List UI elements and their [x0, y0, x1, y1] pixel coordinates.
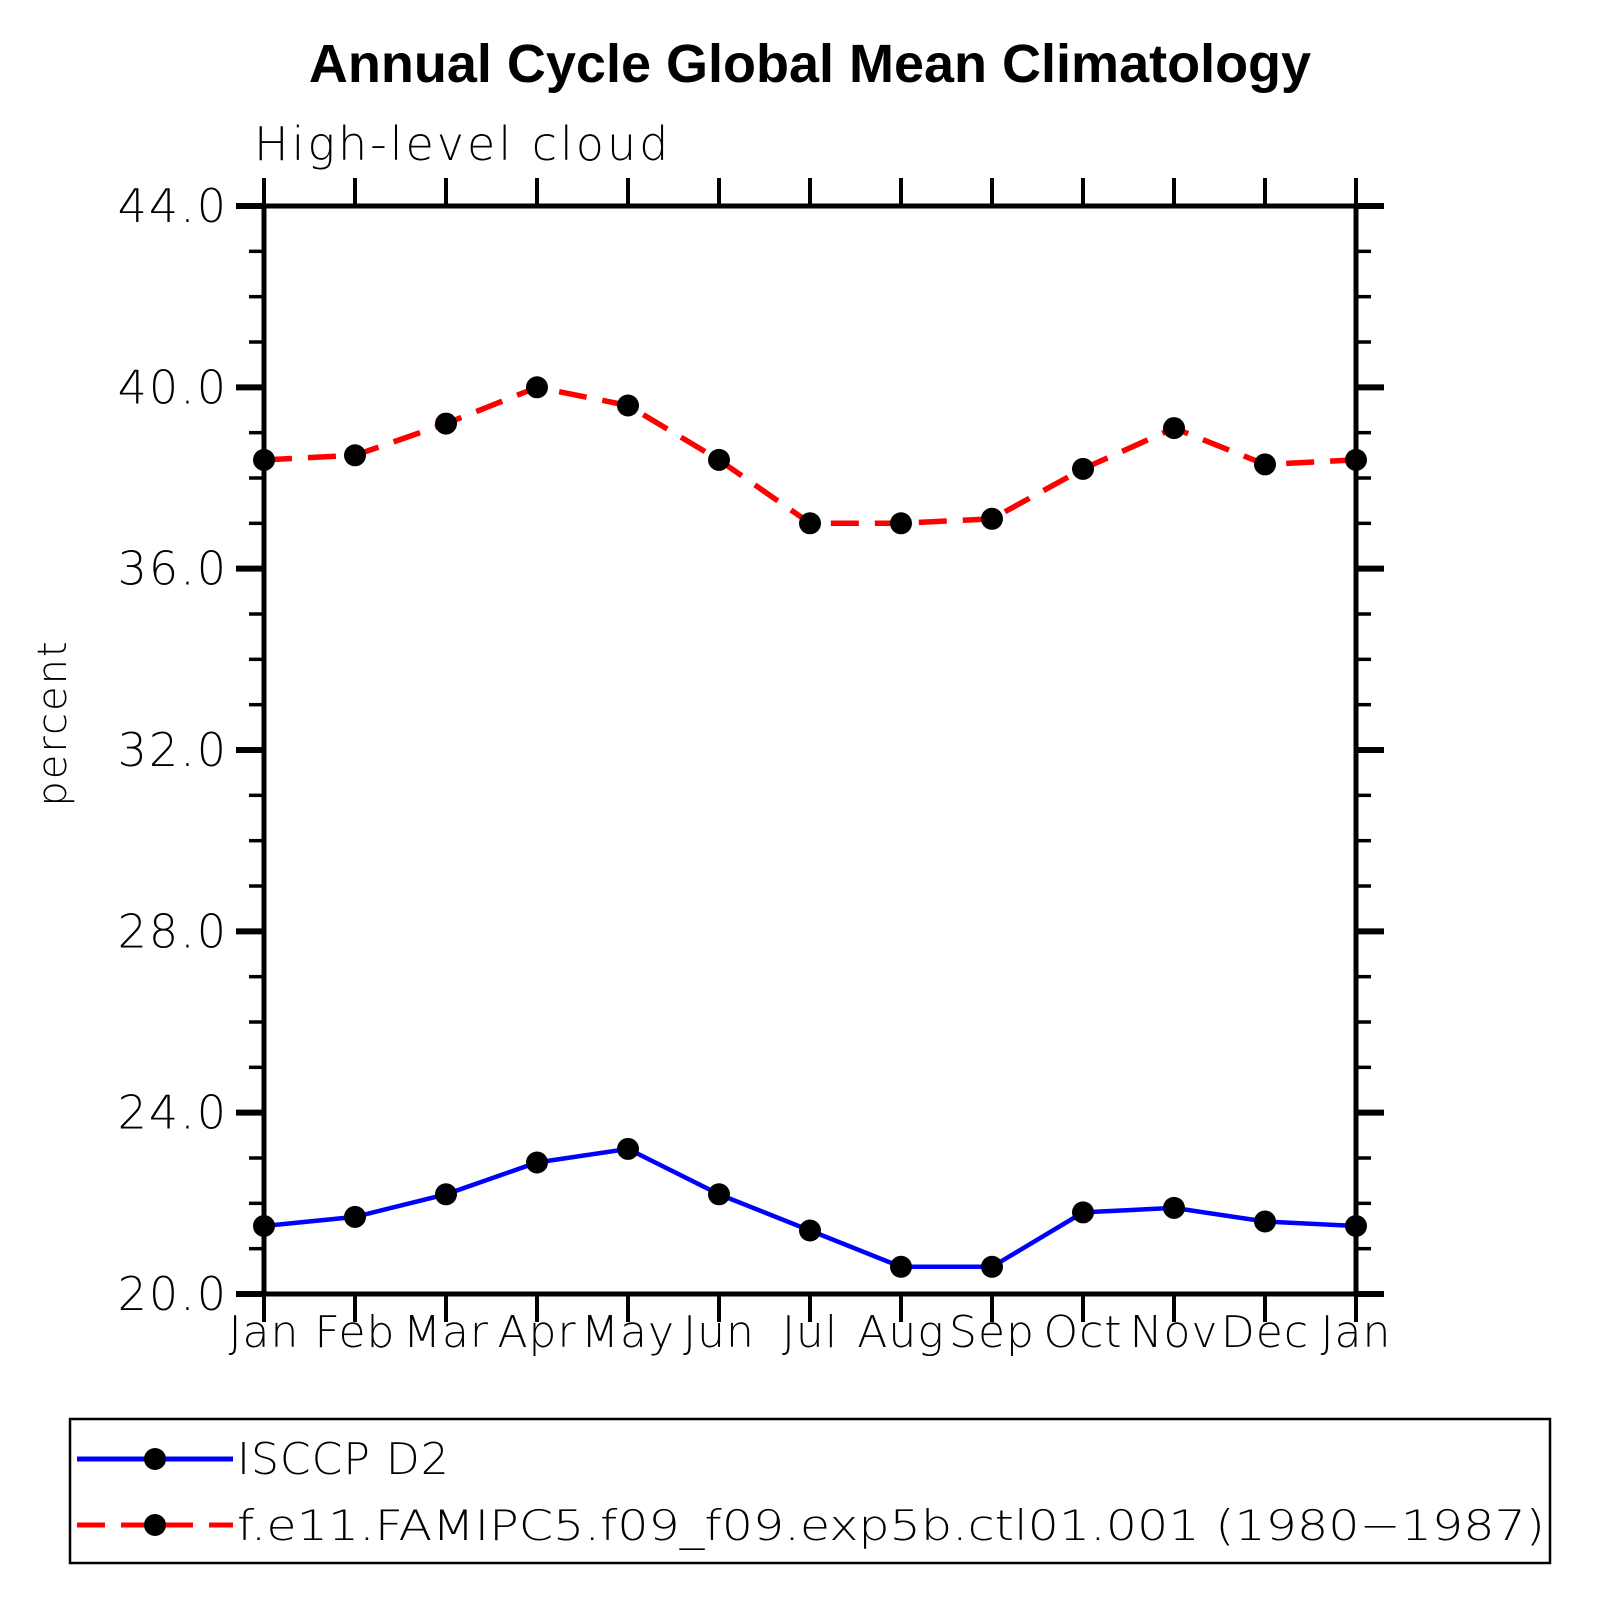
x-tick-label: Oct — [1043, 1307, 1122, 1358]
x-tick-label: Jul — [782, 1307, 838, 1358]
data-point-marker — [344, 1205, 366, 1228]
y-tick-label: 36.0 — [118, 542, 228, 596]
y-tick-label: 40.0 — [118, 360, 228, 414]
x-tick-label: Mar — [403, 1307, 489, 1358]
data-point-marker — [1163, 417, 1185, 440]
legend-marker — [144, 1448, 166, 1470]
series-layer — [253, 376, 1367, 1278]
x-tick-label: Nov — [1130, 1307, 1219, 1358]
y-tick-label: 28.0 — [118, 904, 228, 958]
data-point-marker — [617, 1137, 639, 1160]
series-line-0 — [263, 1146, 1357, 1270]
legend: ISCCP D2 f.e11.FAMIPC5.f09_f09.exp5b.ctl0… — [68, 1417, 1552, 1565]
data-point-marker — [1072, 1201, 1094, 1224]
data-point-marker — [890, 1255, 912, 1278]
series-line-1 — [263, 384, 1357, 527]
legend-label: f.e11.FAMIPC5.f09_f09.exp5b.ctl01.001 (1… — [237, 1501, 1545, 1550]
x-tick-label: Dec — [1221, 1307, 1309, 1358]
x-tick-label: Aug — [857, 1307, 944, 1358]
plot-frame — [261, 203, 1359, 1297]
y-tick-label: 20.0 — [118, 1267, 228, 1321]
x-tick-label: May — [581, 1307, 675, 1358]
x-tick-label: Sep — [949, 1307, 1035, 1358]
x-tick-label: Apr — [497, 1307, 576, 1358]
y-tick-label: 44.0 — [118, 179, 228, 233]
legend-label: ISCCP D2 — [237, 1434, 450, 1485]
legend-marker — [144, 1514, 166, 1536]
x-tick-label: Jan — [229, 1307, 300, 1358]
x-tick-label: Jun — [683, 1307, 755, 1358]
y-tick-label: 32.0 — [118, 723, 228, 777]
data-point-marker — [435, 1183, 457, 1206]
data-point-marker — [526, 1151, 548, 1174]
data-point-marker — [708, 1183, 730, 1206]
data-point-marker — [617, 394, 639, 417]
data-point-marker — [1163, 1196, 1185, 1219]
data-point-marker — [526, 376, 548, 399]
data-point-marker — [344, 444, 366, 467]
data-point-marker — [981, 507, 1003, 530]
y-tick-label: 24.0 — [118, 1086, 228, 1140]
data-point-marker — [1072, 457, 1094, 480]
chart-subtitle: High-level cloud — [254, 117, 671, 171]
axes-layer: 20.0 24.0 28.0 32.0 36.0 40.0 44.0 Jan Feb Mar Apr… — [118, 178, 1392, 1358]
data-point-marker — [799, 1219, 821, 1242]
data-point-marker — [708, 448, 730, 471]
data-point-marker — [435, 412, 457, 435]
data-point-marker — [253, 1215, 275, 1237]
data-point-marker — [1254, 453, 1276, 476]
legend-box — [68, 1417, 1552, 1565]
data-point-marker — [1345, 1215, 1367, 1237]
data-point-marker — [1254, 1210, 1276, 1233]
data-point-marker — [799, 512, 821, 535]
y-axis-title: percent — [30, 639, 76, 806]
data-point-marker — [981, 1255, 1003, 1278]
x-tick-label: Feb — [315, 1307, 396, 1358]
data-point-marker — [1345, 448, 1367, 471]
data-point-marker — [253, 448, 275, 471]
x-tick-label: Jan — [1321, 1307, 1392, 1358]
data-point-marker — [890, 512, 912, 535]
chart-title: Annual Cycle Global Mean Climatology — [309, 34, 1311, 94]
